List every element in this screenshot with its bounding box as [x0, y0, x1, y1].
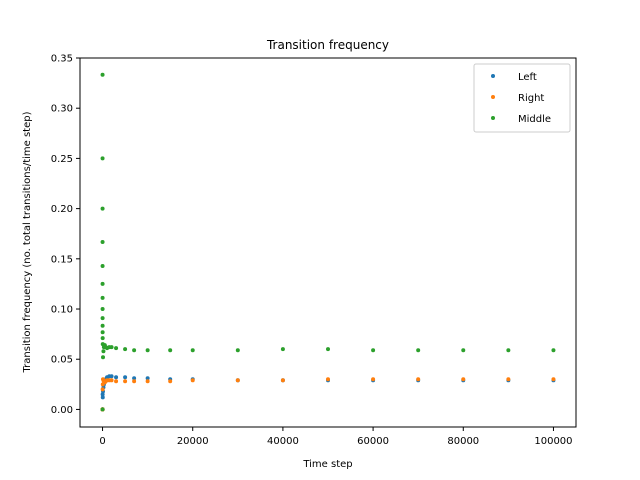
data-point-right [280, 378, 285, 383]
data-point-middle [100, 336, 105, 341]
y-tick-label: 0.00 [51, 405, 73, 416]
data-point-left [132, 376, 137, 381]
legend-label-middle: Middle [518, 114, 551, 125]
data-point-right [506, 377, 511, 382]
data-point-middle [100, 307, 105, 312]
legend-label-right: Right [518, 93, 544, 104]
data-point-left [100, 395, 105, 400]
x-tick-label: 0 [99, 436, 105, 447]
data-point-right [114, 379, 119, 384]
data-point-middle [101, 349, 106, 354]
data-point-middle [100, 295, 105, 300]
y-tick-label: 0.35 [51, 54, 73, 65]
data-point-left [114, 375, 119, 380]
legend-box [473, 63, 571, 133]
data-point-right [100, 387, 105, 392]
data-point-right [461, 377, 466, 382]
data-point-middle [506, 348, 511, 353]
x-tick-label: 20000 [177, 436, 209, 447]
y-tick-label: 0.15 [51, 254, 73, 265]
data-point-middle [235, 348, 240, 353]
chart-title: Transition frequency [266, 38, 389, 52]
data-point-middle [461, 348, 466, 353]
data-point-middle [100, 72, 105, 77]
y-tick-label: 0.10 [51, 305, 73, 316]
data-point-middle [190, 348, 195, 353]
data-point-middle [100, 316, 105, 321]
data-point-right [145, 379, 150, 384]
data-point-middle [100, 240, 105, 245]
plot-frame [79, 57, 577, 428]
data-point-middle [100, 156, 105, 161]
data-point-right [371, 377, 376, 382]
data-point-right [123, 379, 128, 384]
legend-marker-left [491, 74, 495, 78]
data-point-right [326, 377, 330, 382]
y-tick-label: 0.30 [51, 104, 73, 115]
y-axis-label: Transition frequency (no. total transiti… [22, 111, 33, 373]
data-point-middle [109, 345, 114, 350]
legend-label-left: Left [518, 72, 537, 83]
data-point-middle [100, 263, 105, 268]
data-point-middle [100, 206, 105, 211]
data-point-middle [168, 348, 173, 353]
data-point-right [551, 377, 556, 382]
x-tick-label: 40000 [267, 436, 299, 447]
x-tick-label: 60000 [357, 436, 389, 447]
data-point-left [145, 376, 150, 381]
x-tick-label: 80000 [447, 436, 479, 447]
data-point-middle [100, 281, 105, 286]
data-point-middle [132, 348, 137, 353]
x-tick-label: 100000 [534, 436, 572, 447]
data-point-right [416, 377, 421, 382]
data-point-left [109, 374, 114, 379]
data-point-middle [145, 348, 150, 353]
data-point-middle [100, 330, 105, 335]
data-point-right [132, 379, 137, 384]
y-tick-label: 0.20 [51, 204, 73, 215]
legend-marker-right [491, 95, 495, 99]
data-point-right [235, 378, 240, 383]
data-point-middle [280, 347, 285, 352]
data-point-middle [551, 348, 556, 353]
legend: Left Right Middle [473, 63, 571, 133]
data-point-middle [371, 348, 376, 353]
data-point-middle [416, 348, 421, 353]
data-point-right [168, 379, 173, 384]
data-point-left [123, 375, 128, 380]
data-point-left [100, 392, 105, 397]
data-point-right [190, 378, 195, 383]
y-tick-label: 0.25 [51, 154, 73, 165]
legend-marker-middle [491, 116, 495, 120]
data-point-middle [123, 347, 128, 352]
data-point-middle [100, 407, 105, 412]
data-point-middle [100, 323, 105, 328]
data-point-middle [114, 346, 119, 351]
data-point-middle [326, 347, 330, 352]
y-tick-label: 0.05 [51, 355, 73, 366]
data-point-middle [101, 355, 105, 360]
data-point-right [109, 378, 114, 383]
x-axis-label: Time step [302, 459, 352, 470]
